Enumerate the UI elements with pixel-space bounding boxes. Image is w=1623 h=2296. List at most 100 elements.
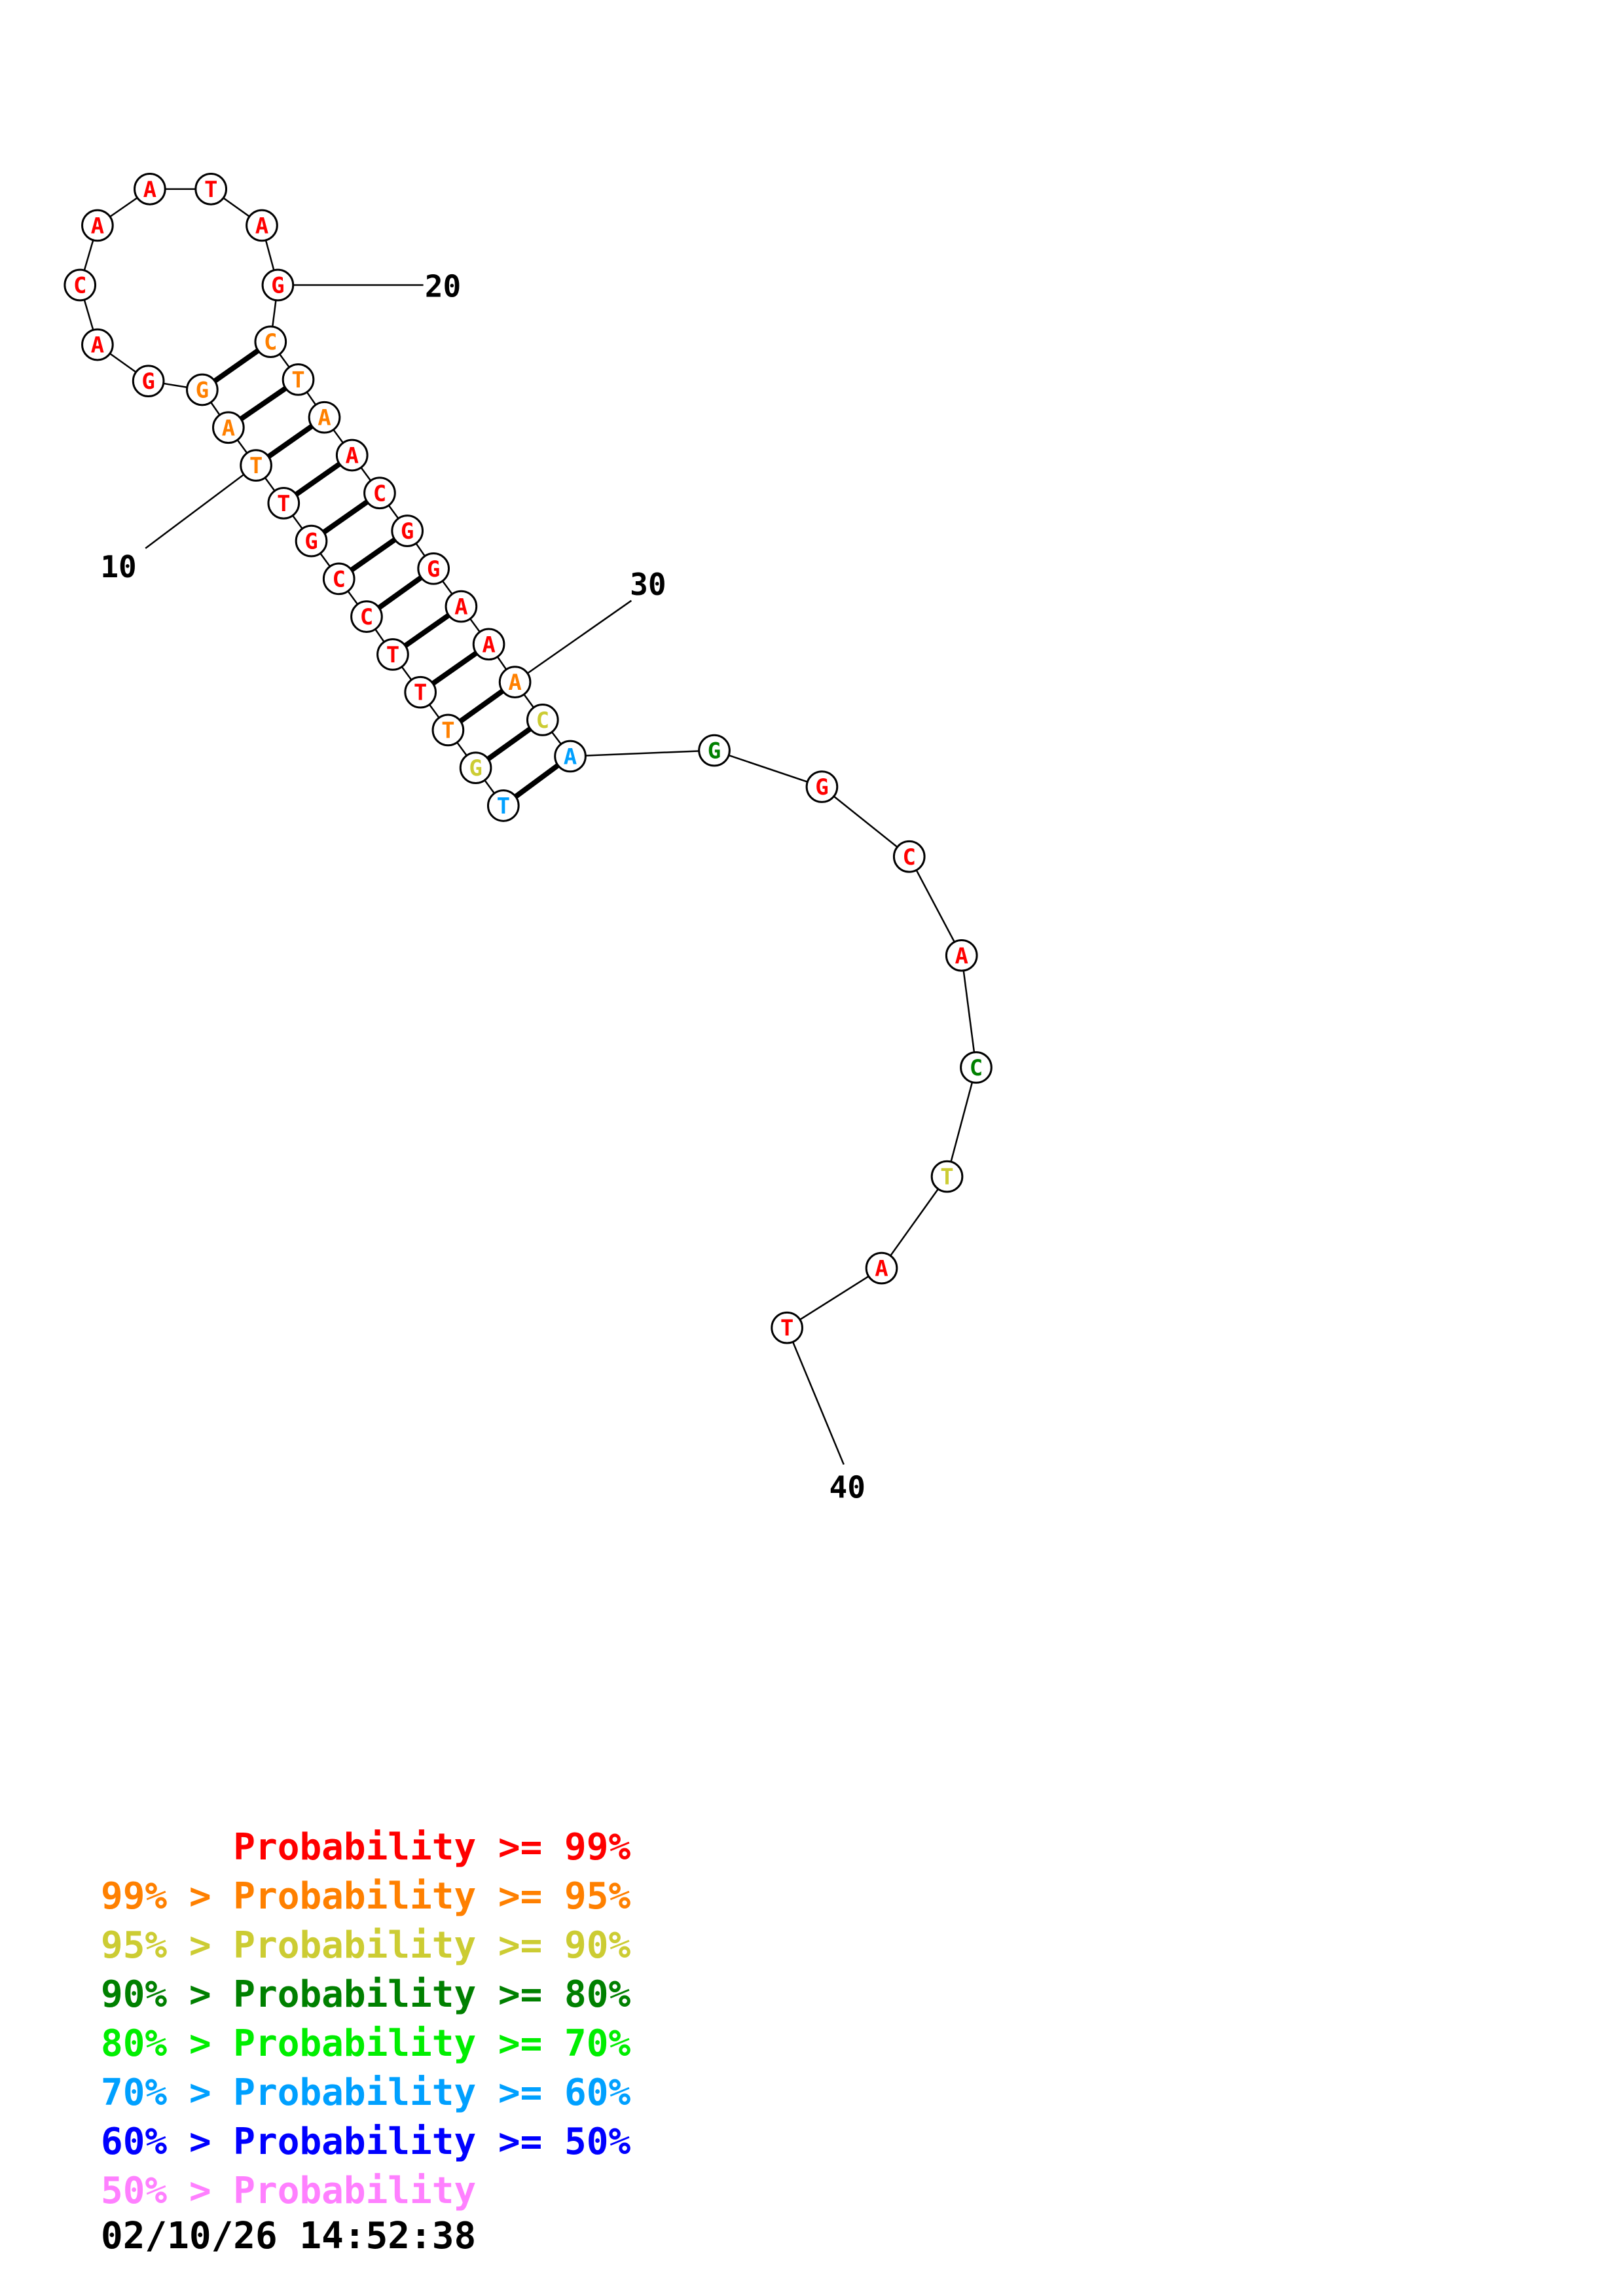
nucleotide-circle xyxy=(295,524,328,558)
legend-row: 99% > Probability >= 95% xyxy=(101,1872,630,1921)
nucleotide-circle xyxy=(132,365,165,397)
nucleotide-letter: T xyxy=(780,1316,793,1342)
nucleotide-letter: A xyxy=(143,177,156,203)
nucleotide-circle xyxy=(472,628,505,661)
nucleotide-27: G xyxy=(417,552,450,585)
nucleotide-letter: C xyxy=(332,566,345,592)
nucleotide-letter: G xyxy=(427,556,440,583)
nucleotide-9: T xyxy=(267,486,301,520)
position-label-30: 30 xyxy=(630,567,666,602)
nucleotide-4: T xyxy=(404,675,437,709)
nucleotide-letter: G xyxy=(815,774,828,800)
nucleotide-letter: G xyxy=(708,738,721,764)
base-pair-bond xyxy=(295,461,341,497)
nucleotide-circle xyxy=(282,363,315,396)
nucleotide-letter: C xyxy=(360,604,373,630)
nucleotide-circle xyxy=(194,173,228,206)
position-label-tick xyxy=(514,600,632,683)
nucleotide-letter: T xyxy=(249,453,263,479)
nucleotide-12: G xyxy=(186,373,219,406)
timestamp: 02/10/26 14:52:38 xyxy=(101,2215,477,2257)
base-pair-bond xyxy=(486,726,532,761)
legend-prefix xyxy=(101,1826,233,1869)
nucleotide-circle xyxy=(417,552,450,585)
nucleotide-circle xyxy=(254,325,287,359)
legend-threshold: >= 90% xyxy=(476,1924,631,1967)
nucleotide-circle xyxy=(376,638,409,671)
legend-prefix: 80% > xyxy=(101,2022,234,2065)
legend-row: 60% > Probability >= 50% xyxy=(101,2117,630,2166)
legend-label: Probability xyxy=(233,2121,477,2163)
nucleotide-circle xyxy=(212,411,245,444)
position-label-tick xyxy=(145,465,257,549)
nucleotide-circle xyxy=(246,209,278,242)
nucleotide-letter: T xyxy=(386,642,399,668)
nucleotide-letter: C xyxy=(536,708,549,734)
legend-label: Probability xyxy=(233,1973,477,2016)
base-pair-layer xyxy=(213,348,560,799)
legend-threshold: >= 50% xyxy=(476,2121,631,2163)
nucleotide-circle xyxy=(81,328,114,361)
nucleotide-33: G xyxy=(698,734,731,767)
nucleotide-37: C xyxy=(960,1051,993,1084)
base-pair-bond xyxy=(239,386,287,422)
nucleotide-circle xyxy=(267,486,301,520)
base-pair-bond xyxy=(514,763,560,799)
nucleotide-24: A xyxy=(335,439,369,472)
backbone-segment xyxy=(714,749,822,788)
nucleotide-letter: T xyxy=(277,491,290,517)
legend-row: Probability >= 99% xyxy=(101,1823,630,1872)
nucleotide-circle xyxy=(363,476,396,510)
nucleotide-28: A xyxy=(445,590,478,623)
nucleotide-letter: A xyxy=(345,442,358,469)
backbone-layer xyxy=(79,188,977,1329)
nucleotide-16: A xyxy=(81,209,114,242)
position-label-tick xyxy=(786,1327,845,1465)
legend-threshold: >= 99% xyxy=(476,1826,631,1869)
legend-row: 95% > Probability >= 90% xyxy=(101,1921,630,1970)
nucleotide-circle xyxy=(805,770,839,803)
base-pair-bond xyxy=(266,423,314,459)
legend-row: 70% > Probability >= 60% xyxy=(101,2068,630,2117)
base-pair-bond xyxy=(322,499,369,535)
nucleotide-40: T xyxy=(771,1311,803,1344)
position-label-10: 10 xyxy=(100,549,136,584)
position-label-layer: 10 20 30 40 xyxy=(100,268,866,1505)
nucleotide-10: T xyxy=(240,449,272,482)
nucleotide-letter: C xyxy=(373,480,386,507)
nucleotide-circle xyxy=(698,734,731,767)
nucleotide-3: T xyxy=(431,713,465,747)
nucleotide-circle xyxy=(459,751,492,785)
legend-threshold: >= 95% xyxy=(476,1875,631,1918)
legend-prefix: 60% > xyxy=(101,2121,234,2163)
nucleotide-circle xyxy=(486,789,520,822)
legend-threshold: >= 70% xyxy=(476,2022,631,2065)
nucleotide-circle xyxy=(892,840,926,873)
nucleotide-letter: A xyxy=(91,213,104,239)
nucleotide-letter: A xyxy=(564,744,577,770)
nucleotide-letter: C xyxy=(903,844,916,870)
nucleotide-circle xyxy=(308,401,341,434)
base-pair-bond xyxy=(350,537,397,573)
nucleotide-circle xyxy=(865,1251,898,1285)
nucleotide-19: A xyxy=(246,209,278,242)
legend-threshold: >= 80% xyxy=(476,1973,631,2016)
nucleotide-letter: A xyxy=(955,943,968,969)
legend-threshold: >= 60% xyxy=(476,2072,631,2114)
nucleotide-6: C xyxy=(350,600,383,633)
nucleotide-circle xyxy=(240,449,272,482)
legend-row: 90% > Probability >= 80% xyxy=(101,1970,630,2019)
legend-prefix: 99% > xyxy=(101,1875,234,1918)
nucleotide-32: A xyxy=(554,740,587,773)
nucleotide-circle xyxy=(391,514,424,547)
legend-label: Probability xyxy=(233,2022,477,2065)
backbone-segment xyxy=(908,856,962,956)
nucleotide-5: T xyxy=(376,638,409,671)
legend-label: Probability xyxy=(233,1924,477,1967)
nucleotide-circle xyxy=(261,268,295,302)
backbone-segment xyxy=(946,1067,977,1177)
nucleotide-letter: G xyxy=(401,518,414,545)
backbone-segment xyxy=(786,1267,883,1329)
position-label-20: 20 xyxy=(425,268,461,304)
